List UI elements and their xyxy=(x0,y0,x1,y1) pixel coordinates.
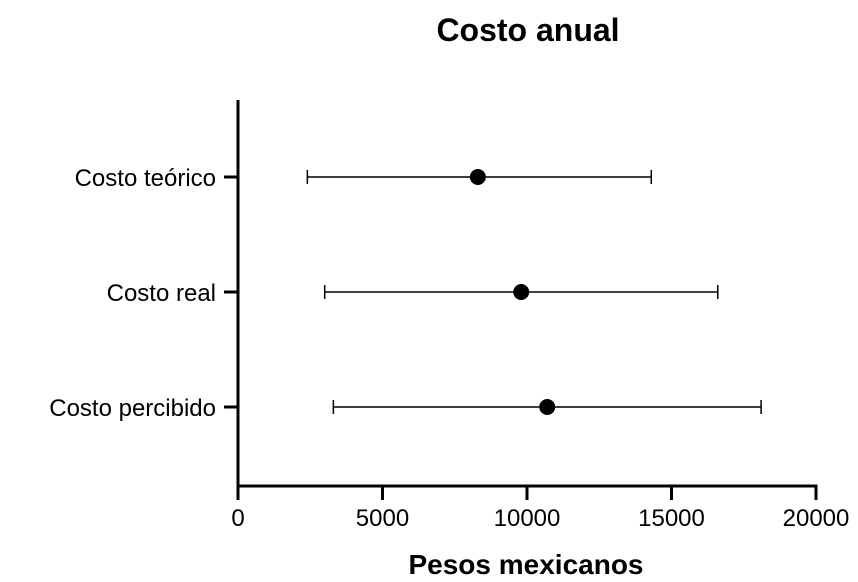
data-point xyxy=(539,399,556,415)
x-tick-label: 0 xyxy=(231,505,244,532)
x-tick-label: 5000 xyxy=(356,505,409,532)
y-category-label: Costo percibido xyxy=(49,395,216,422)
data-point xyxy=(513,284,530,300)
x-tick-label: 15000 xyxy=(638,505,705,532)
plot-area: 0 5000 10000 15000 20000 Costo teórico Costo r… xyxy=(49,100,849,532)
error-bar-group xyxy=(332,399,762,415)
y-category-label: Costo teórico xyxy=(75,165,216,192)
x-axis-label: Pesos mexicanos xyxy=(408,549,643,580)
y-category-label: Costo real xyxy=(107,280,216,307)
chart-title: Costo anual xyxy=(436,12,619,48)
x-tick-label: 10000 xyxy=(494,505,561,532)
data-point xyxy=(469,169,486,185)
x-tick-label: 20000 xyxy=(783,505,850,532)
error-bar-group xyxy=(323,284,719,300)
error-bar-group xyxy=(306,169,653,185)
